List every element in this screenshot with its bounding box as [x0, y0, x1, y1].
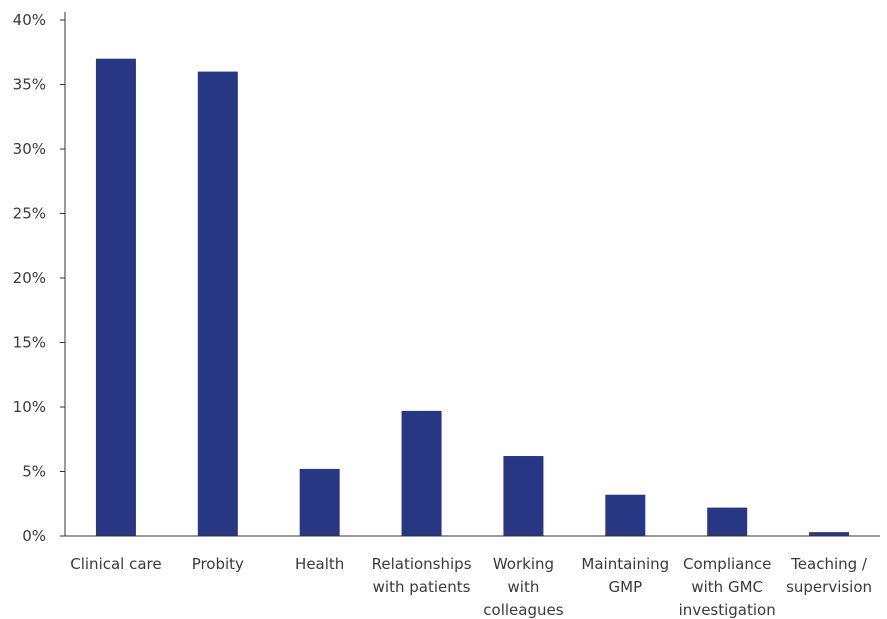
bar [299, 468, 340, 536]
x-category-label: Teaching / supervision [786, 555, 872, 596]
y-tick-label: 0% [22, 527, 46, 545]
y-tick-label: 30% [13, 140, 46, 158]
y-tick-label: 15% [13, 334, 46, 352]
x-category-label: Maintaining GMP [581, 555, 669, 596]
x-category-label-line: Maintaining [581, 555, 669, 573]
bar [197, 71, 238, 536]
y-tick-label: 5% [22, 463, 46, 481]
x-category-label-line: GMP [609, 578, 643, 596]
x-category-label-line: Relationships [372, 555, 472, 573]
x-category-label-line: Probity [192, 555, 244, 573]
x-category-label: Probity [192, 555, 244, 573]
x-category-label-line: investigation [679, 601, 776, 619]
y-tick-label: 35% [13, 76, 46, 94]
y-axis-ticks: 0% 5% 10% 15% 20% 25% 30% 35% 40% [13, 11, 65, 545]
bar [809, 532, 850, 536]
x-category-label-line: with [508, 578, 540, 596]
x-category-label-line: Compliance [683, 555, 771, 573]
x-category-label: Compliance with GMC investigation [679, 555, 776, 619]
bar [503, 456, 544, 536]
x-category-label: Health [295, 555, 344, 573]
y-tick-label: 40% [13, 11, 46, 29]
y-tick-label: 25% [13, 205, 46, 223]
x-category-label-line: Health [295, 555, 344, 573]
x-category-label: Working with colleagues [483, 555, 563, 619]
bar [707, 507, 748, 536]
x-category-label-line: supervision [786, 578, 872, 596]
bars [95, 58, 850, 536]
x-category-label-line: with GMC [691, 578, 763, 596]
x-category-label: Relationships with patients [372, 555, 472, 596]
bar [605, 494, 646, 536]
x-category-label-line: Clinical care [70, 555, 161, 573]
x-category-label-line: colleagues [483, 601, 563, 619]
x-category-label-line: with patients [373, 578, 471, 596]
x-category-label-line: Teaching / [790, 555, 868, 573]
x-category-label: Clinical care [70, 555, 161, 573]
bar [401, 410, 442, 536]
y-tick-label: 10% [13, 398, 46, 416]
x-category-label-line: Working [493, 555, 554, 573]
bar [95, 58, 136, 536]
x-axis-labels: Clinical care Probity Health Relationships w… [70, 555, 872, 619]
y-tick-label: 20% [13, 269, 46, 287]
